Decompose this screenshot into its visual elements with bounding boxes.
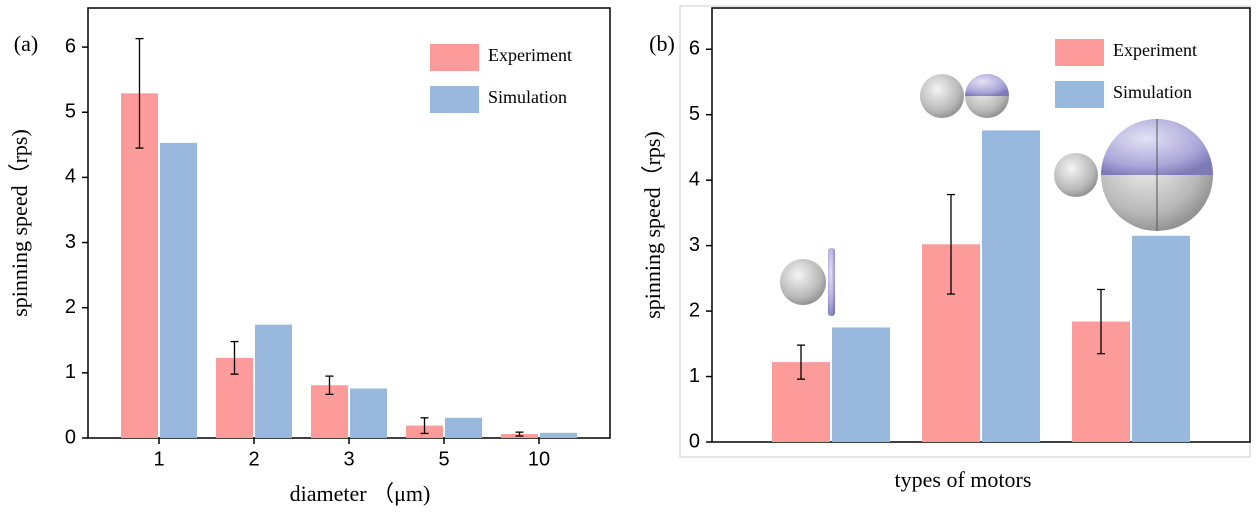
y-axis-label: spinning speed（rps) [640, 131, 665, 319]
y-tick-label: 1 [689, 365, 700, 387]
bar [540, 432, 577, 438]
legend-swatch [1055, 81, 1104, 108]
panel-label: (b) [649, 31, 675, 56]
y-axis-label: spinning speed（rps) [7, 129, 32, 317]
legend-label: Experiment [488, 45, 572, 65]
y-tick-label: 6 [689, 38, 700, 60]
cap-icon [965, 74, 1009, 96]
y-tick-label: 4 [689, 168, 700, 190]
sphere-icon [780, 259, 826, 305]
y-tick-label: 5 [689, 103, 700, 125]
legend-swatch [430, 44, 479, 71]
plot-frame [711, 7, 1251, 443]
y-tick-label: 3 [65, 231, 76, 253]
bar [832, 327, 890, 442]
y-tick-label: 2 [65, 296, 76, 318]
bar [1132, 235, 1190, 442]
y-tick-label: 0 [689, 430, 700, 452]
legend-label: Experiment [1113, 40, 1197, 60]
legend-label: Simulation [1113, 82, 1192, 102]
y-tick-label: 6 [65, 35, 76, 57]
bar [121, 93, 158, 439]
x-axis-label: diameter （μm) [290, 481, 431, 506]
bar [445, 417, 482, 438]
bar [350, 388, 387, 438]
x-tick-label: 2 [248, 448, 259, 470]
y-tick-label: 3 [689, 234, 700, 256]
x-tick-label: 3 [343, 448, 354, 470]
sphere-icon [920, 74, 964, 118]
legend-swatch [430, 86, 479, 113]
y-tick-label: 1 [65, 361, 76, 383]
panel-label: (a) [14, 31, 38, 56]
x-axis-label: types of motors [895, 467, 1032, 492]
x-tick-label: 1 [153, 448, 164, 470]
legend-swatch [1055, 39, 1104, 66]
bar [160, 142, 197, 438]
rod-icon [828, 248, 835, 316]
sphere-icon [1054, 153, 1098, 197]
y-tick-label: 4 [65, 166, 76, 188]
legend-label: Simulation [488, 87, 567, 107]
y-tick-label: 5 [65, 101, 76, 123]
x-tick-label: 10 [528, 448, 550, 470]
bar [982, 130, 1040, 442]
y-tick-label: 0 [65, 426, 76, 448]
y-tick-label: 2 [689, 299, 700, 321]
motor-icons [780, 74, 1213, 316]
x-tick-label: 5 [438, 448, 449, 470]
bar [255, 324, 292, 438]
